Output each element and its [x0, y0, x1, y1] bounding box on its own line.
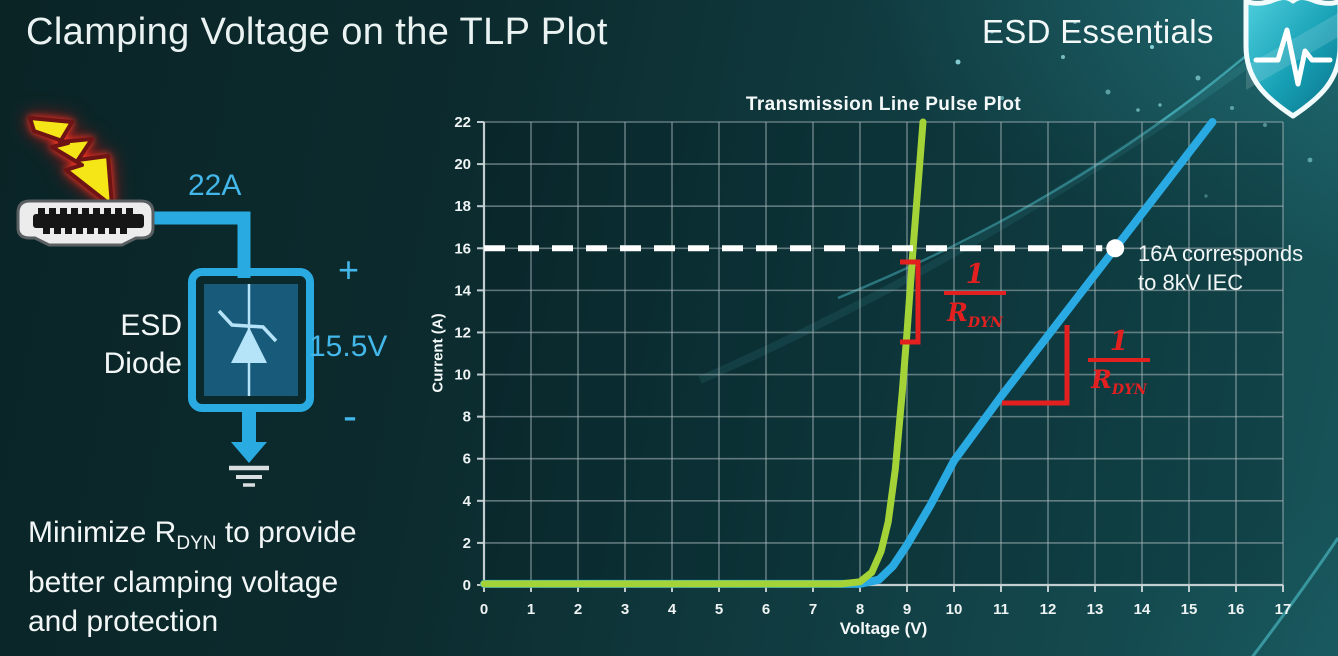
threshold-marker-note: 16A corresponds to 8kV IEC [1138, 239, 1303, 297]
note-line2: better clamping voltage [28, 566, 339, 599]
clamp-voltage-label: 15.5V [309, 330, 388, 363]
x-tick-label: 7 [809, 601, 817, 618]
fraction-bar [944, 291, 1006, 295]
fraction-den-main: R [947, 298, 968, 327]
x-tick-label: 11 [993, 601, 1009, 618]
x-tick-label: 9 [903, 601, 911, 618]
curve-high-rdyn-esd-diode [480, 118, 1217, 588]
minus-label: - [343, 392, 357, 439]
x-tick-label: 3 [621, 601, 629, 618]
threshold-marker-dot [1106, 239, 1125, 258]
y-tick-label: 10 [454, 367, 471, 384]
note-line1-post: to provide [216, 516, 357, 549]
y-tick-label: 12 [454, 324, 471, 341]
zener-diode-icon [217, 284, 278, 396]
ground-arrow [231, 408, 267, 463]
x-tick-label: 6 [762, 601, 770, 618]
y-tick-label: 0 [463, 577, 471, 594]
slope-fraction-blue: 1 RDYN [1080, 327, 1158, 406]
brand-name: ESD Essentials [982, 13, 1214, 50]
slope-fraction-green: 1 RDYN [936, 260, 1014, 339]
device-label-line2: Diode [103, 347, 182, 380]
marker-note-line2: to 8kV IEC [1138, 270, 1244, 295]
slope-bracket-green [900, 259, 921, 345]
particle-dots [955, 20, 1313, 198]
slope-bracket-blue [1002, 325, 1070, 406]
y-tick-label: 22 [454, 114, 471, 131]
x-tick-label: 12 [1040, 601, 1057, 618]
fraction-denominator: RDYN [1080, 364, 1158, 406]
x-tick-label: 1 [527, 601, 535, 618]
surge-current-label: 22A [188, 169, 242, 202]
x-tick-label: 14 [1134, 601, 1151, 618]
device-label-line1: ESD [120, 309, 182, 342]
curve-low-rdyn-esd-diode [480, 118, 927, 588]
shield-pulse-icon [1243, 0, 1338, 119]
y-tick-label: 20 [454, 156, 471, 173]
slope-indicator-brackets [900, 259, 1070, 406]
fraction-numerator: 1 [1109, 326, 1129, 357]
hdmi-connector-icon [16, 199, 155, 247]
y-tick-label: 4 [463, 493, 472, 510]
x-tick-label: 2 [574, 601, 582, 618]
page-title: Clamping Voltage on the TLP Plot [26, 11, 608, 53]
note-text: Minimize RDYN to provide better clamping… [28, 513, 357, 641]
marker-note-line1: 16A corresponds [1138, 241, 1304, 266]
fraction-numerator: 1 [965, 259, 985, 290]
device-label: ESD Diode [84, 307, 182, 383]
ground-icon [229, 465, 269, 487]
esd-wire [153, 211, 251, 278]
x-axis-label: Voltage (V) [839, 619, 928, 638]
note-line3: and protection [28, 605, 219, 638]
x-tick-label: 13 [1087, 601, 1104, 618]
note-line1-sub: DYN [176, 533, 217, 554]
y-tick-label: 6 [463, 451, 471, 468]
fraction-denominator: RDYN [936, 297, 1014, 339]
plus-label: + [338, 249, 360, 290]
chart-dynamic-layer: 0 1 2 3 4 5 6 7 8 9 10 11 12 13 14 15 16 1702468101214161… [454, 114, 1291, 618]
x-tick-label: 5 [715, 601, 723, 618]
y-tick-label: 8 [463, 409, 471, 426]
chart-title: Transmission Line Pulse Plot [745, 94, 1022, 115]
fraction-den-sub: DYN [1111, 382, 1147, 398]
y-axis-label: Current (A) [429, 313, 447, 393]
fraction-den-main: R [1091, 365, 1112, 394]
note-line1-pre: Minimize R [28, 516, 177, 549]
fraction-den-sub: DYN [967, 315, 1003, 331]
x-tick-label: 4 [668, 601, 677, 618]
y-tick-label: 16 [454, 240, 471, 257]
fraction-bar [1088, 358, 1150, 362]
x-tick-label: 16 [1228, 601, 1245, 618]
x-tick-label: 17 [1275, 601, 1292, 618]
x-tick-label: 10 [946, 601, 963, 618]
y-tick-label: 18 [454, 198, 471, 215]
y-tick-label: 14 [454, 282, 471, 299]
note-line1: Minimize RDYN to provide [28, 513, 357, 563]
x-tick-label: 0 [480, 601, 488, 618]
y-tick-label: 2 [463, 535, 471, 552]
x-tick-label: 15 [1181, 601, 1198, 618]
x-tick-label: 8 [856, 601, 864, 618]
